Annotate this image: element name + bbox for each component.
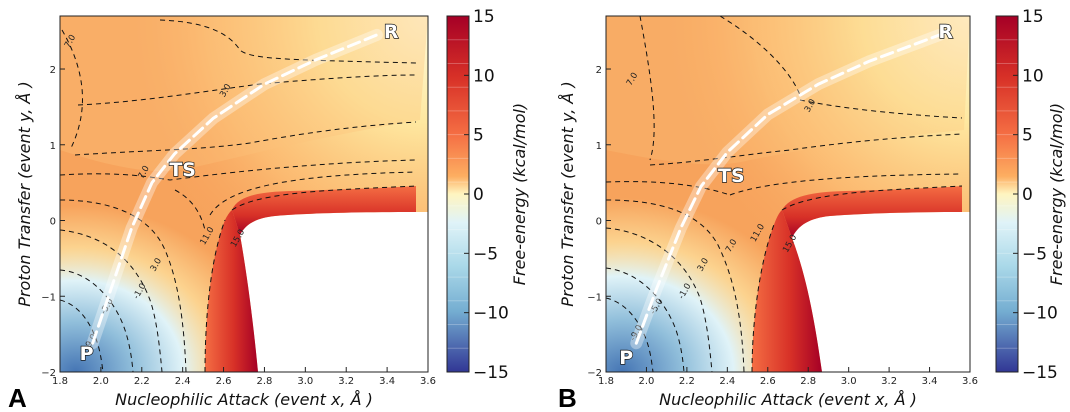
y-tick-label: −1 [41, 292, 56, 303]
x-tick-label: 2.6 [216, 376, 232, 387]
x-tick-label: 3.4 [379, 376, 395, 387]
point-label-ts: TS [718, 165, 745, 187]
colorbar-a [447, 16, 469, 372]
colorbar-tick-label: 5 [1022, 126, 1033, 146]
x-tick-label: 2.0 [93, 376, 109, 387]
colorbar-tick-label: −10 [1022, 304, 1058, 324]
reaction-path-b [634, 33, 942, 345]
colorbar-tick-label: 10 [473, 66, 495, 86]
x-tick-label: 3.2 [338, 376, 354, 387]
x-tick-label: 3.0 [841, 376, 857, 387]
x-tick-label: 3.2 [881, 376, 897, 387]
y-tick-label: −1 [587, 292, 602, 303]
x-tick-label: 2.4 [175, 376, 191, 387]
y-axis-label-b: Proton Transfer (event y, Å ) [558, 81, 577, 306]
colorbar-tick-label: 15 [473, 7, 495, 27]
y-tick-label: −2 [587, 368, 602, 379]
x-ticks-b: 1.8 2.0 2.2 2.4 2.6 2.8 3.0 3.2 3.4 3.6 [598, 367, 978, 387]
x-tick-label: 2.8 [800, 376, 816, 387]
contour-lines-a [60, 19, 417, 372]
x-tick-label: 3.0 [297, 376, 313, 387]
point-label-p: P [619, 347, 633, 369]
reaction-path-a [91, 33, 379, 345]
plot-frame-a [59, 15, 429, 373]
x-tick-label: 2.6 [760, 376, 776, 387]
colorbar-tick-label: −15 [1022, 363, 1058, 383]
colorbar-tick-label: −15 [473, 363, 509, 383]
colorbar-tick-label: 10 [1022, 66, 1044, 86]
colorbar-tick-label: 15 [1022, 7, 1044, 27]
colorbar-b [996, 16, 1018, 372]
x-axis-label-b: Nucleophilic Attack (event x, Å ) [659, 390, 917, 409]
y-tick-label: 1 [596, 141, 602, 152]
x-tick-label: 3.4 [922, 376, 938, 387]
colorbar-tick-label: 0 [1022, 185, 1033, 205]
colorbar-label-a: Free-energy (kcal/mol) [510, 103, 529, 285]
plot-frame-b [605, 15, 971, 373]
panel-label-a: A [8, 383, 27, 412]
y-tick-label: 2 [50, 65, 56, 76]
point-label-p: P [80, 343, 94, 365]
y-tick-label: 2 [596, 65, 602, 76]
x-tick-label: 1.8 [52, 376, 68, 387]
energy-surface-a [60, 16, 428, 372]
reaction-path-a-glow [86, 28, 383, 350]
x-tick-label: 3.6 [962, 376, 978, 387]
energy-surface-b [606, 16, 970, 372]
x-tick-label: 2.8 [256, 376, 272, 387]
point-label-ts: TS [169, 159, 196, 181]
panel-b: 7.03.011.0 15.07.03.0-1.0-5.0-9.0 1.8 2.0 2… [558, 7, 1066, 412]
colorbar-tick-label: −10 [473, 304, 509, 324]
y-tick-label: 0 [50, 217, 56, 228]
panel-a: 7.03.07.011.0 15.03.0-1.0-5.0-9.0 1.8 2.0 2… [8, 7, 529, 412]
point-label-r: R [384, 21, 399, 43]
y-axis-label-a: Proton Transfer (event y, Å ) [15, 81, 34, 306]
x-tick-label: 2.2 [679, 376, 695, 387]
x-axis-label-a: Nucleophilic Attack (event x, Å ) [115, 390, 373, 409]
x-tick-label: 1.8 [598, 376, 614, 387]
y-tick-label: 0 [596, 217, 602, 228]
colorbar-ticks-a: 15 10 5 0 −5 −10 −15 [464, 7, 509, 383]
point-label-r: R [938, 21, 953, 43]
panel-label-b: B [558, 383, 577, 412]
colorbar-tick-label: 5 [473, 126, 484, 146]
colorbar-tick-label: −5 [1022, 244, 1047, 264]
point-labels-b: R TS P [619, 20, 955, 369]
colorbar-ticks-b: 15 10 5 0 −5 −10 −15 [1013, 7, 1058, 383]
colorbar-bands-a [447, 39, 469, 349]
y-ticks-b: −2 −1 0 1 2 [587, 65, 611, 379]
x-tick-label: 2.4 [719, 376, 735, 387]
colorbar-label-b: Free-energy (kcal/mol) [1047, 103, 1066, 285]
point-labels-a: R TS P [79, 20, 400, 365]
x-tick-label: 2.0 [638, 376, 654, 387]
y-ticks-a: −2 −1 0 1 2 [41, 65, 65, 379]
y-tick-label: 1 [50, 141, 56, 152]
contour-lines-b [606, 16, 963, 372]
x-ticks-a: 1.8 2.0 2.2 2.4 2.6 2.8 3.0 3.2 3.4 3.6 [52, 367, 436, 387]
colorbar-tick-label: 0 [473, 185, 484, 205]
x-tick-label: 3.6 [420, 376, 436, 387]
y-tick-label: −2 [41, 368, 56, 379]
colorbar-tick-label: −5 [473, 244, 498, 264]
x-tick-label: 2.2 [134, 376, 150, 387]
